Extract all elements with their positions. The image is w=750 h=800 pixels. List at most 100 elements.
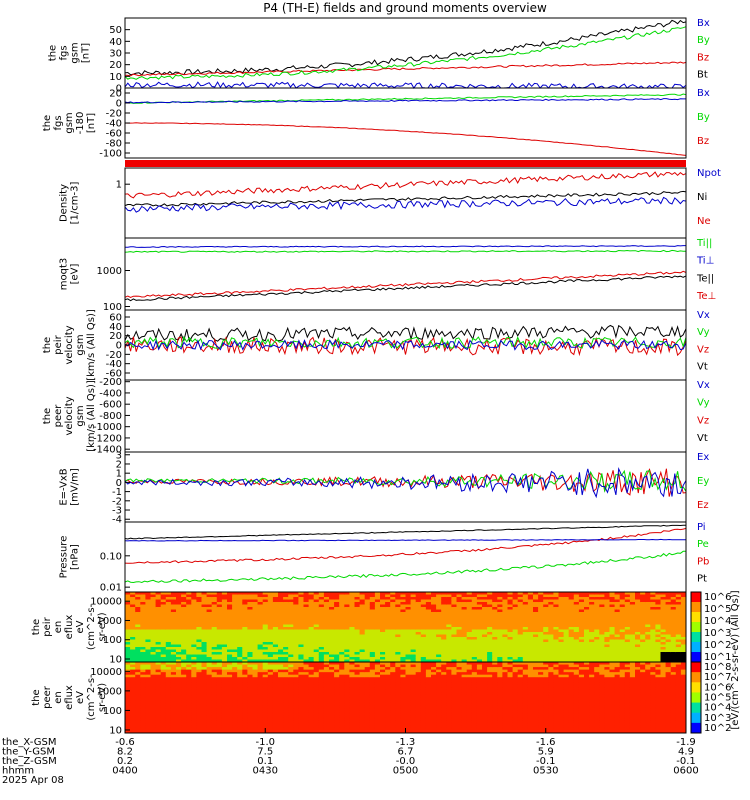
spectrogram-cell [232,677,238,681]
spectrogram-cell [538,622,544,625]
spectrogram-cell [395,594,401,598]
spectrogram-cell [405,715,412,719]
spectrogram-cell [487,597,493,600]
spectrogram-cell [206,687,213,691]
spectrogram-cell [660,607,667,610]
spectrogram-cell [415,720,422,724]
spectrogram-cell [293,710,299,714]
spectrogram-cell [323,689,330,693]
spectrogram-cell [675,644,682,648]
spectrogram-cell [201,599,208,603]
spectrogram-cell [227,619,233,623]
spectrogram-cell [400,682,406,686]
spectrogram-cell [196,657,202,660]
spectrogram-cell [150,644,157,648]
spectrogram-cell [262,607,269,610]
spectrogram-cell [543,604,549,608]
spectrogram-cell [650,624,656,628]
spectrogram-cell [339,717,345,721]
spectrogram-cell [420,594,427,598]
spectrogram-cell [441,602,447,605]
spectrogram-cell [410,622,417,625]
spectrogram-cell [385,725,391,729]
spectrogram-cell [629,652,636,655]
spectrogram-cell [201,662,208,666]
spectrogram-cell [227,617,233,620]
spectrogram-cell [431,687,437,691]
spectrogram-cell [487,639,493,643]
spectrogram-cell [206,597,213,600]
spectrogram-cell [140,617,146,620]
spectrogram-cell [344,599,350,603]
spectrogram-cell [150,614,157,618]
spectrogram-cell [650,594,656,598]
spectrogram-cell [420,604,427,608]
spectrogram-cell [206,669,213,673]
spectrogram-cell [497,634,503,638]
spectrogram-cell [456,659,463,663]
spectrogram-cell [385,722,391,726]
spectrogram-cell [364,727,371,731]
spectrogram-cell [522,642,529,645]
spectrogram-cell [604,647,610,650]
spectrogram-cell [425,609,432,613]
spectrogram-cell [135,674,141,678]
spectrogram-cell [410,632,417,635]
spectrogram-cell [344,612,350,615]
spectrogram-cell [272,694,279,698]
spectrogram-cell [578,607,585,610]
spectrogram-cell [201,614,208,618]
spectrogram-cell [436,667,442,671]
spectrogram-cell [594,614,600,618]
spectrogram-cell [191,715,197,719]
spectrogram-cell [441,597,447,600]
spectrogram-cell [645,627,651,630]
spectrogram-cell [176,614,182,618]
spectrogram-cell [283,627,289,630]
spectrogram-cell [267,597,274,600]
spectrogram-cell [339,664,345,668]
spectrogram-cell [395,687,401,691]
spectrogram-cell [186,712,192,716]
spectrogram-cell [262,669,269,673]
spectrogram-cell [573,632,580,635]
spectrogram-cell [385,692,391,696]
spectrogram-cell [191,604,197,608]
spectrogram-cell [400,710,406,714]
spectrogram-cell [221,612,228,615]
spectrogram-cell [594,629,600,633]
spectrogram-cell [385,609,391,613]
spectrogram-cell [629,654,636,658]
spectrogram-cell [334,662,340,666]
spectrogram-cell [380,614,386,618]
spectrogram-cell [176,642,182,645]
spectrogram-cell [196,637,202,640]
spectrogram-cell [680,649,687,653]
spectrogram-cell [410,712,417,716]
spectrogram-cell [211,697,218,701]
spectrogram-cell [573,619,580,623]
spectrogram-cell [410,644,417,648]
spectrogram-cell [145,594,151,598]
spectrogram-cell [482,612,488,615]
spectrogram-cell [482,594,488,598]
spectrogram-cell [267,674,274,678]
spectrogram-cell [635,634,641,638]
spectrogram-cell [155,644,162,648]
spectrogram-cell [267,727,274,731]
spectrogram-cell [216,634,223,638]
spectrogram-cell [181,669,187,673]
spectrogram-cell [660,609,667,613]
spectrogram-cell [267,712,274,716]
spectrogram-cell [237,659,243,663]
spectrogram-cell [624,607,631,610]
spectrogram-cell [395,707,401,711]
spectrogram-cell [323,642,330,645]
spectrogram-cell [635,652,641,655]
spectrogram-cell [589,617,595,620]
spectrogram-cell [150,602,157,605]
spectrogram-cell [650,599,656,603]
spectrogram-cell [349,707,355,711]
spectrogram-cell [456,647,463,650]
spectrogram-cell [390,659,396,663]
